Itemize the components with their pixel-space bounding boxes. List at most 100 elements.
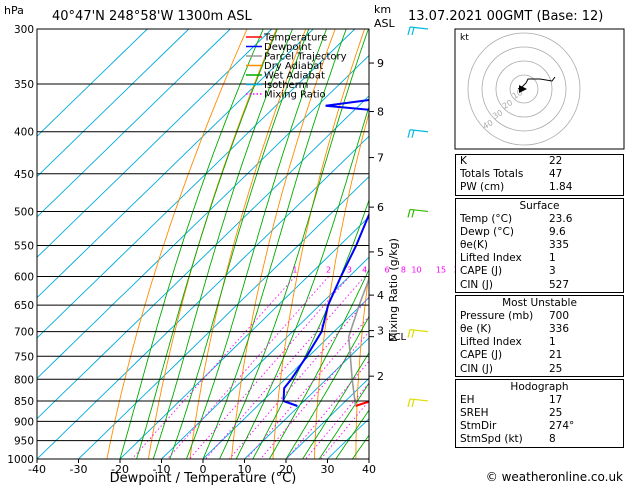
wind-barb-staff	[409, 208, 429, 213]
legend-label: Wet Adiabat	[264, 71, 325, 82]
wind-barb-flag	[411, 399, 415, 408]
wind-barb-flag	[411, 130, 415, 138]
index-row: θe (K) 336	[456, 323, 623, 336]
isotherm-line	[244, 337, 369, 459]
pressure-tick-label: 900	[14, 416, 34, 428]
isotherm-line	[37, 29, 190, 178]
index-row: Dewp (°C) 9.6	[456, 226, 623, 239]
surface-title: Surface	[519, 199, 560, 212]
index-row: K 22	[456, 155, 623, 168]
index-label: EH	[460, 393, 475, 406]
index-value: 17	[549, 393, 563, 406]
pressure-tick-label: 450	[14, 169, 34, 181]
legend-label: Isotherm	[264, 80, 308, 91]
hodograph-ring	[509, 74, 539, 104]
hodograph-ring	[495, 60, 553, 118]
hodograph-ring-label: 20	[501, 98, 514, 111]
mixing-ratio-label: 10	[411, 266, 421, 275]
mixing-ratio-label: 2	[326, 266, 331, 275]
wind-barb-flag	[407, 26, 411, 36]
isotherm-line	[37, 29, 273, 258]
index-label: PW (cm)	[460, 181, 505, 194]
index-label: CAPE (J)	[460, 349, 503, 362]
wind-barb-flag	[411, 329, 415, 338]
wet-adiabat-line	[318, 382, 369, 459]
mixing-ratio-line	[167, 276, 329, 459]
mixing-ratio-line	[286, 360, 369, 459]
wind-barb-flag	[407, 129, 411, 138]
x-tick-label: 40	[362, 463, 376, 476]
index-row: Pressure (mb) 700	[456, 310, 623, 323]
pressure-tick-label: 950	[14, 436, 34, 448]
km-tick-label: 2	[377, 370, 384, 383]
x-tick-label: 20	[279, 463, 293, 476]
legend-label: Mixing Ratio	[264, 90, 326, 101]
hodograph-unit-label: kt	[460, 33, 469, 43]
lcl-label: LCL	[388, 332, 407, 343]
hodograph-ring-label: 30	[491, 108, 504, 121]
wind-barb-flag	[407, 329, 411, 338]
index-row: Lifted Index 1	[456, 336, 623, 349]
wind-barb-flag	[411, 27, 415, 36]
index-label: StmSpd (kt)	[460, 433, 523, 446]
storm-motion-marker	[519, 85, 527, 93]
index-row: StmDir 274°	[456, 420, 623, 433]
index-value: 9.6	[549, 225, 566, 238]
index-value: 21	[549, 349, 563, 362]
index-value: 274°	[549, 420, 575, 433]
index-label: Dewp (°C)	[460, 225, 514, 238]
index-row: CIN (J) 527	[456, 279, 623, 292]
legend-label: Dewpoint	[264, 42, 312, 53]
index-value: 1	[549, 252, 556, 265]
wet-adiabat-line	[335, 409, 369, 459]
index-label: Pressure (mb)	[460, 309, 534, 322]
index-value: 1.84	[549, 181, 573, 194]
wind-barb-flag	[407, 398, 411, 408]
index-value: 25	[549, 362, 563, 375]
index-row: Temp (°C) 23.6	[456, 213, 623, 226]
x-tick-label: 0	[200, 463, 207, 476]
index-row: EH 17	[456, 394, 623, 407]
hodograph-title: Hodograph	[510, 380, 569, 393]
index-label: CIN (J)	[460, 278, 493, 291]
header-location: 40°47'N 248°58'W 1300m ASL	[52, 9, 252, 24]
index-label: θe(K)	[460, 239, 488, 252]
legend-label: Temperature	[263, 33, 327, 44]
pressure-tick-label: 700	[14, 327, 34, 339]
height-unit-top: km	[374, 3, 391, 16]
index-value: 700	[549, 309, 570, 322]
most-unstable-box: Most Unstable Pressure (mb) 700 θe (K) 336 L…	[455, 294, 624, 377]
index-value: 1	[549, 336, 556, 349]
mixing-ratio-axis-label: Mixing Ratio (g/kg)	[387, 238, 400, 342]
index-label: CIN (J)	[460, 362, 493, 375]
index-label: StmDir	[460, 420, 497, 433]
legend-label: Parcel Trajectory	[264, 52, 347, 63]
parcel-trajectory-profile	[347, 276, 369, 407]
index-row: Lifted Index 1	[456, 252, 623, 265]
index-value: 3	[549, 265, 556, 278]
km-tick-label: 6	[377, 201, 384, 214]
index-label: SREH	[460, 407, 489, 420]
index-label: Totals Totals	[460, 168, 524, 181]
isotherm-line	[37, 29, 231, 218]
pressure-tick-label: 550	[14, 240, 34, 252]
mixing-ratio-line	[228, 296, 369, 459]
indices-panel: K 22 Totals Totals 47 PW (cm) 1.84 Surface Te…	[455, 154, 624, 468]
isotherm-line	[37, 29, 314, 299]
mixing-ratio-line	[246, 315, 369, 459]
surface-box: Surface Temp (°C) 23.6 Dewp (°C) 9.6 θe(K) 33…	[455, 197, 624, 293]
km-tick-label: 4	[377, 289, 384, 302]
index-row: θe(K) 335	[456, 239, 623, 252]
index-row: Totals Totals 47	[456, 168, 623, 181]
isotherm-line	[285, 377, 369, 459]
most-unstable-title: Most Unstable	[502, 296, 577, 309]
wind-barb-staff	[409, 398, 429, 402]
index-row: CAPE (J) 21	[456, 349, 623, 362]
mixing-ratio-label: 3	[347, 266, 352, 275]
index-label: Lifted Index	[460, 252, 522, 265]
height-unit-bottom: ASL	[374, 17, 396, 30]
index-value: 335	[549, 239, 570, 252]
pressure-tick-label: 800	[14, 374, 34, 386]
index-label: θe (K)	[460, 323, 492, 336]
